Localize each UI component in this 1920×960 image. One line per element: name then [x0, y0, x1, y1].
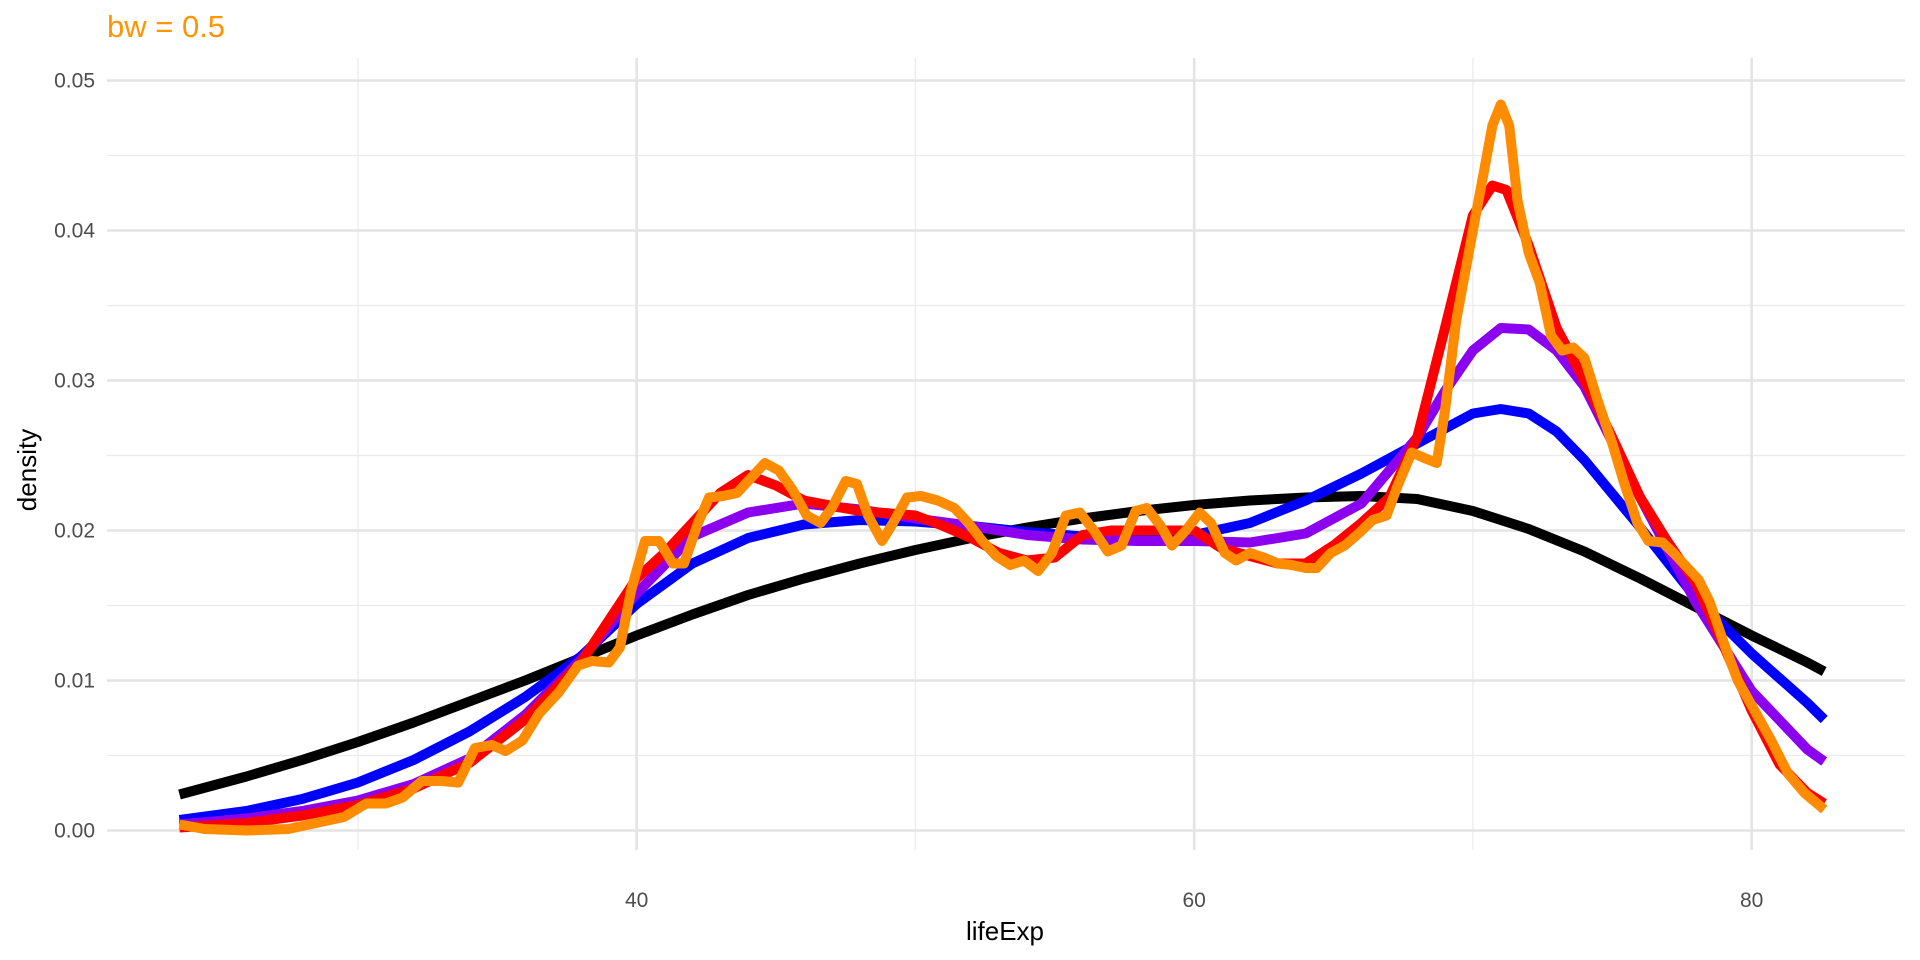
x-axis-tick-labels: 40 60 80	[625, 889, 1763, 912]
y-tick-label: 0.05	[54, 70, 95, 93]
plot-title: bw = 0.5	[107, 9, 225, 44]
y-axis-tick-labels: 0.00 0.01 0.02 0.03 0.04 0.05	[54, 70, 95, 843]
x-axis-title: lifeExp	[966, 916, 1044, 946]
y-axis-title: density	[12, 429, 42, 511]
x-tick-label: 80	[1740, 889, 1763, 912]
y-tick-label: 0.03	[54, 370, 95, 393]
y-tick-label: 0.04	[54, 220, 95, 243]
density-curve-5	[178, 99, 1828, 836]
y-tick-label: 0.02	[54, 520, 95, 543]
density-curves	[178, 99, 1828, 836]
x-tick-label: 40	[625, 889, 648, 912]
minor-gridlines	[107, 58, 1905, 850]
x-tick-label: 60	[1182, 889, 1205, 912]
y-tick-label: 0.01	[54, 670, 95, 693]
density-curve-2	[178, 404, 1828, 825]
y-tick-label: 0.00	[54, 820, 95, 843]
density-curve-4	[179, 180, 1827, 833]
